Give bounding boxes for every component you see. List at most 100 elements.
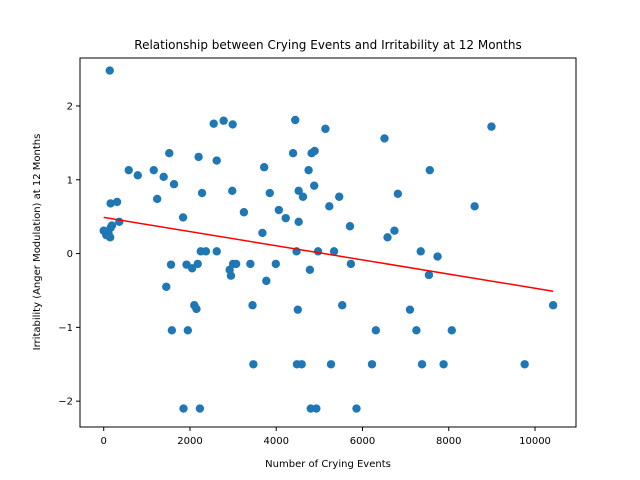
data-point <box>239 208 249 217</box>
data-point <box>179 404 188 413</box>
y-axis-label: Irritability (Anger Modulation) at 12 Mo… <box>32 134 43 351</box>
data-point <box>439 360 448 369</box>
data-point <box>258 228 267 238</box>
data-point <box>195 404 205 413</box>
data-point <box>265 188 274 198</box>
data-point <box>310 146 319 156</box>
data-point <box>326 360 336 369</box>
data-point <box>159 172 168 182</box>
data-point <box>201 247 211 256</box>
data-point <box>228 120 237 129</box>
data-point <box>371 326 381 335</box>
data-point <box>352 404 361 413</box>
y-tick-label: −2 <box>58 397 73 408</box>
trend-line <box>103 216 554 292</box>
data-point <box>212 156 221 165</box>
data-point <box>107 221 117 230</box>
data-point <box>416 247 425 256</box>
data-point <box>293 305 303 314</box>
data-point <box>166 260 176 269</box>
data-point <box>329 247 339 256</box>
data-point <box>246 259 255 269</box>
data-point <box>325 202 334 211</box>
data-point <box>312 404 321 413</box>
data-point <box>105 233 115 242</box>
data-point <box>271 259 281 269</box>
chart-marks <box>99 66 558 413</box>
data-point <box>424 270 434 280</box>
data-point <box>310 181 319 190</box>
data-point <box>346 259 356 269</box>
y-tick-label: 2 <box>67 101 73 112</box>
y-tick-label: 1 <box>67 175 73 186</box>
data-point <box>294 217 303 227</box>
data-point <box>212 247 221 256</box>
data-point <box>390 226 399 235</box>
data-point <box>194 152 203 162</box>
y-tick-label: 0 <box>67 249 73 260</box>
data-point <box>405 305 415 314</box>
data-point <box>288 149 298 158</box>
x-tick-label: 4000 <box>264 436 289 447</box>
data-point <box>187 264 197 273</box>
data-point <box>335 192 344 201</box>
data-point <box>412 326 421 335</box>
data-point <box>321 124 330 134</box>
data-point <box>294 186 303 196</box>
data-point <box>193 259 202 269</box>
data-point <box>470 202 479 211</box>
data-point <box>262 276 271 286</box>
data-point <box>209 119 218 128</box>
y-tick-label: −1 <box>58 323 73 334</box>
x-tick-label: 8000 <box>436 436 461 447</box>
x-tick-label: 0 <box>101 436 107 447</box>
data-point <box>178 213 188 222</box>
data-point <box>192 304 201 314</box>
data-point <box>219 116 228 125</box>
data-point <box>165 149 174 158</box>
data-point <box>338 301 347 310</box>
data-point <box>487 122 496 131</box>
data-point <box>183 326 193 335</box>
data-point <box>433 252 442 261</box>
data-point <box>112 197 122 207</box>
data-point <box>291 115 300 125</box>
data-point <box>106 199 115 208</box>
data-point <box>281 213 290 223</box>
data-point <box>231 259 241 269</box>
data-point <box>380 134 389 143</box>
data-point <box>169 180 179 189</box>
trend-line-group <box>103 216 554 292</box>
data-point <box>305 265 315 275</box>
data-point <box>304 165 313 175</box>
data-point <box>298 192 308 201</box>
x-axis-label: Number of Crying Events <box>265 459 391 470</box>
x-tick-label: 6000 <box>350 436 375 447</box>
data-point <box>548 301 558 310</box>
data-point <box>313 247 323 256</box>
data-point <box>124 165 133 175</box>
data-point <box>153 194 162 204</box>
data-point <box>149 165 158 175</box>
x-tick-label: 2000 <box>177 436 202 447</box>
data-point <box>447 326 456 335</box>
axes-group: 0 2000 4000 6000 8000 10000 −2 −1 0 1 2 <box>58 101 551 447</box>
data-point <box>274 205 284 215</box>
data-point <box>248 301 257 310</box>
data-point <box>259 163 269 172</box>
data-point <box>133 171 142 180</box>
chart-title: Relationship between Crying Events and I… <box>134 38 521 52</box>
data-point <box>367 360 377 369</box>
x-tick-label: 10000 <box>519 436 551 447</box>
data-point <box>162 282 171 291</box>
data-point <box>197 188 207 198</box>
plot-frame <box>79 57 577 428</box>
data-point <box>345 222 355 231</box>
data-point <box>297 360 306 369</box>
data-point <box>249 360 258 369</box>
data-point <box>226 271 236 280</box>
data-point <box>167 326 177 335</box>
data-point <box>228 186 237 196</box>
data-point <box>520 360 529 369</box>
